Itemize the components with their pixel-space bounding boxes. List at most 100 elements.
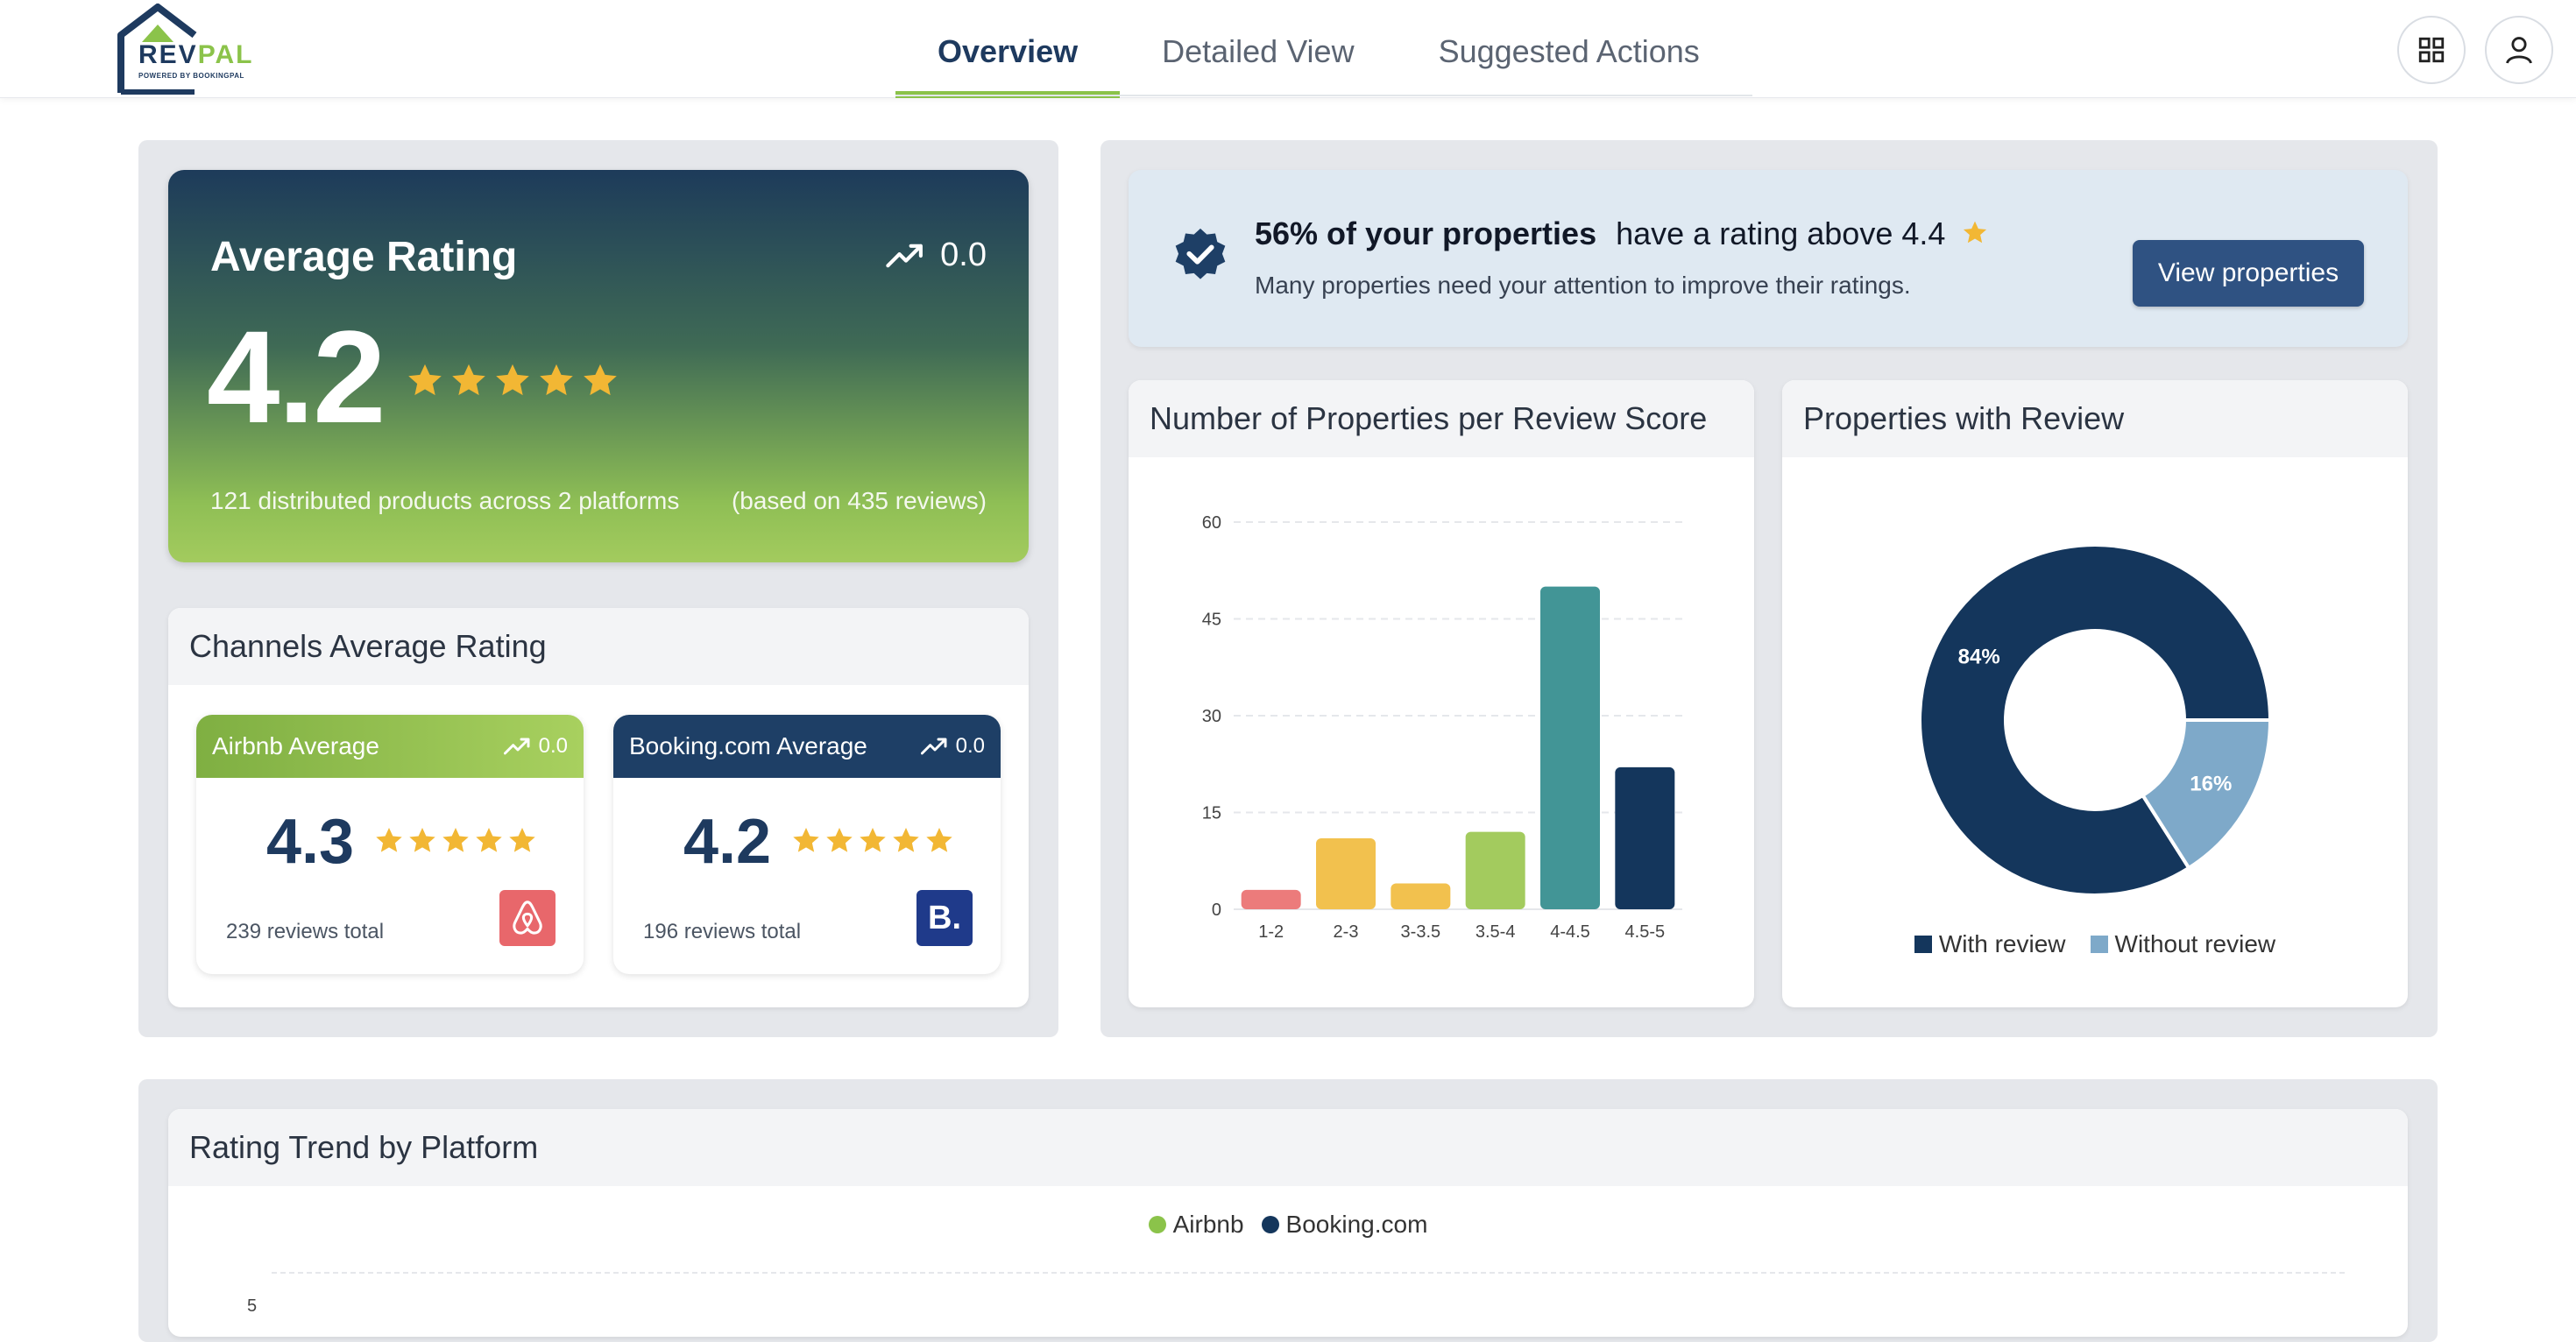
booking-trend-value: 0.0 — [955, 734, 985, 758]
distributed-products-text: 121 distributed products across 2 platfo… — [210, 487, 680, 514]
donut-chart-legend: With review Without review — [1782, 930, 2408, 958]
tabs-divider — [895, 95, 1752, 96]
slice-percent-label: 84% — [1958, 645, 2000, 668]
booking-average-card: Booking.com Average 0.0 4.2 196 reviews … — [613, 715, 1001, 974]
legend-booking[interactable]: Booking.com — [1261, 1211, 1427, 1239]
star-icon — [496, 364, 529, 396]
grid-icon — [2418, 37, 2445, 63]
legend-airbnb[interactable]: Airbnb — [1148, 1211, 1244, 1239]
house-logo-icon — [117, 4, 197, 96]
apps-grid-button[interactable] — [2397, 16, 2466, 84]
properties-with-review-card: Properties with Review 84% 16% With revie… — [1782, 380, 2408, 1007]
trending-up-icon — [503, 738, 530, 755]
legend-without-review[interactable]: Without review — [2090, 930, 2276, 958]
banner-subtext: Many properties need your attention to i… — [1255, 272, 1911, 299]
star-icon — [584, 364, 617, 396]
booking-card-title: Booking.com Average — [629, 732, 867, 759]
average-rating-card: Average Rating 0.0 4.2 121 distributed p… — [168, 170, 1029, 562]
based-on-reviews-text: (based on 435 reviews) — [731, 487, 987, 514]
channels-average-title: Channels Average Rating — [168, 608, 1029, 685]
legend-dot — [1261, 1216, 1279, 1233]
view-properties-button[interactable]: View properties — [2133, 240, 2364, 307]
grid-line — [272, 1272, 2345, 1274]
star-icon — [476, 828, 502, 852]
airbnb-trend: 0.0 — [503, 734, 568, 759]
slice-percent-label: 16% — [2190, 773, 2232, 796]
user-icon — [2506, 37, 2532, 64]
logo-subtitle: POWERED BY BOOKINGPAL — [138, 72, 244, 80]
airbnb-trend-value: 0.0 — [538, 734, 568, 758]
booking-logo-icon: B. — [916, 890, 973, 946]
bar-1-2[interactable] — [1241, 889, 1301, 909]
bar-2-3[interactable] — [1316, 837, 1376, 909]
top-bar: REVPAL POWERED BY BOOKINGPAL Overview De… — [0, 0, 2576, 98]
star-icon — [452, 364, 485, 396]
bar-4.5-5[interactable] — [1615, 766, 1675, 909]
y-tick-label: 15 — [1202, 804, 1221, 823]
donut-slice-with-review[interactable] — [1918, 543, 2273, 897]
trending-up-icon — [920, 738, 947, 755]
revpal-logo[interactable]: REVPAL POWERED BY BOOKINGPAL — [116, 4, 251, 96]
main-tabs: Overview Detailed View Suggested Actions — [895, 0, 1742, 98]
booking-rating-value: 4.2 — [683, 807, 772, 877]
properties-with-review-title: Properties with Review — [1782, 380, 2408, 457]
user-profile-button[interactable] — [2485, 16, 2553, 84]
y-tick-label: 5 — [247, 1296, 258, 1316]
y-tick-label: 0 — [1212, 901, 1221, 920]
legend-label: With review — [1938, 930, 2066, 957]
legend-dot — [1148, 1216, 1166, 1233]
trend-chart-legend: Airbnb Booking.com — [168, 1211, 2408, 1239]
rating-insight-banner: 56% of your properties have a rating abo… — [1129, 170, 2408, 347]
donut-slice-without-review[interactable] — [2140, 718, 2273, 871]
x-tick-label: 4.5-5 — [1625, 922, 1666, 942]
bar-3-3.5[interactable] — [1391, 883, 1451, 909]
star-icon — [408, 364, 442, 396]
star-icon — [442, 828, 469, 852]
star-icon — [860, 828, 886, 852]
star-icon — [376, 828, 402, 852]
rating-trend-title: Rating Trend by Platform — [168, 1109, 2408, 1186]
airbnb-logo-icon — [499, 890, 556, 946]
x-tick-label: 4-4.5 — [1550, 922, 1590, 942]
average-rating-stars — [405, 361, 620, 401]
properties-per-score-card: Number of Properties per Review Score 0 1… — [1129, 380, 1754, 1007]
star-icon — [540, 364, 573, 396]
x-tick-label: 3.5-4 — [1476, 922, 1516, 942]
star-icon — [409, 828, 435, 852]
banner-headline-rest: have a rating above 4.4 — [1616, 215, 1946, 251]
tab-detailed-view[interactable]: Detailed View — [1162, 33, 1355, 69]
legend-with-review[interactable]: With review — [1914, 930, 2066, 958]
logo-wordmark: REVPAL — [138, 40, 254, 69]
star-icon — [509, 828, 535, 852]
star-icon — [826, 828, 853, 852]
airbnb-reviews-total: 239 reviews total — [226, 920, 385, 943]
trending-up-icon — [886, 244, 924, 267]
airbnb-average-card: Airbnb Average 0.0 4.3 239 reviews total — [196, 715, 584, 974]
airbnb-rating-value: 4.3 — [266, 807, 355, 877]
bar-3.5-4[interactable] — [1465, 831, 1525, 909]
banner-headline: 56% of your properties have a rating abo… — [1255, 215, 1989, 252]
verified-badge-icon — [1175, 228, 1226, 279]
booking-card-header: Booking.com Average 0.0 — [613, 715, 1001, 778]
legend-label: Airbnb — [1172, 1211, 1244, 1238]
star-icon — [893, 828, 919, 852]
y-tick-label: 60 — [1202, 513, 1221, 533]
average-rating-value: 4.2 — [207, 303, 386, 450]
banner-headline-bold: 56% of your properties — [1255, 215, 1597, 251]
tab-suggested-actions[interactable]: Suggested Actions — [1438, 33, 1700, 69]
legend-swatch — [1914, 936, 1932, 953]
bar-4-4.5[interactable] — [1540, 586, 1600, 909]
legend-label: Without review — [2114, 930, 2276, 957]
star-icon — [1964, 221, 1987, 244]
airbnb-card-header: Airbnb Average 0.0 — [196, 715, 584, 778]
tab-overview[interactable]: Overview — [895, 0, 1121, 98]
properties-review-donut-chart: 84% 16% — [1918, 543, 2273, 897]
y-tick-label: 30 — [1202, 707, 1221, 726]
y-tick-label: 45 — [1202, 611, 1221, 630]
star-icon — [926, 828, 952, 852]
airbnb-stars — [373, 825, 538, 857]
trend-value: 0.0 — [940, 237, 987, 273]
x-tick-label: 1-2 — [1258, 922, 1284, 942]
booking-stars — [790, 825, 955, 857]
booking-trend: 0.0 — [920, 734, 985, 759]
